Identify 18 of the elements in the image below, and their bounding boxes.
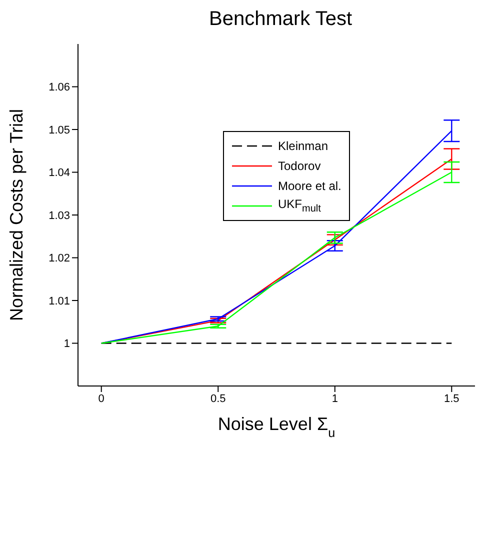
x-tick-label: 0.5 <box>210 392 226 405</box>
y-tick-label: 1.06 <box>48 82 70 94</box>
legend-label: Moore et al. <box>278 179 342 193</box>
y-tick-label: 1.01 <box>48 295 70 308</box>
y-tick-label: 1.05 <box>48 124 70 136</box>
x-tick-label: 1.5 <box>444 392 460 405</box>
x-tick-label: 1 <box>332 392 338 405</box>
y-tick-label: 1 <box>64 338 70 350</box>
y-axis-title: Normalized Costs per Trial <box>6 108 26 322</box>
y-tick-label: 1.03 <box>48 210 70 222</box>
legend-label: UKF$_{mult}$ <box>278 197 321 215</box>
legend-label: Todorov <box>278 159 321 173</box>
x-axis-title: Noise Level Σ$_{u}$ <box>218 414 336 440</box>
y-tick-label: 1.02 <box>48 252 70 265</box>
y-tick-label: 1.04 <box>48 167 70 180</box>
chart-title: Benchmark Test <box>208 8 354 32</box>
legend-label: Kleinman <box>278 139 328 153</box>
x-tick-label: 0 <box>98 392 104 405</box>
